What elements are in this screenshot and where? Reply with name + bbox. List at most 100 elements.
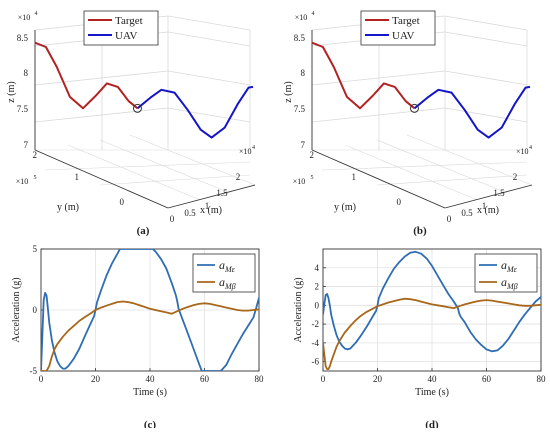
x-axis-label: Time (s)	[415, 387, 449, 398]
x-tick-label: 0	[321, 374, 326, 384]
legend: Target UAV	[360, 10, 436, 46]
z-tick-label: 8	[301, 68, 306, 78]
y-axis-edge	[34, 149, 169, 209]
intercept-marker	[132, 103, 142, 113]
x-tick-label: 1.5	[493, 188, 505, 198]
grid-line	[444, 31, 528, 47]
z-axis-label: z (m)	[6, 81, 17, 102]
grid-line	[311, 107, 446, 123]
z-tick-label: 7	[24, 140, 29, 150]
x-tick-label: 1.5	[216, 188, 228, 198]
x-tick-label: 0.5	[184, 208, 196, 218]
grid-line	[167, 15, 251, 31]
x-axis-label: Time (s)	[133, 387, 167, 398]
grid-line	[444, 15, 528, 31]
x-axis-exponent-power: 4	[529, 145, 532, 151]
y-tick-label: 2	[33, 150, 38, 160]
x-tick-label: 1	[205, 201, 210, 211]
panel-label: (c)	[144, 419, 157, 428]
z-axis-exponent: ×10	[295, 13, 308, 22]
legend-entry: aMε	[219, 258, 236, 274]
x-tick-label: 2	[513, 172, 518, 182]
y-tick-label: 0	[33, 305, 38, 315]
grid-line	[34, 107, 169, 123]
z-axis-label: z (m)	[283, 81, 294, 102]
x-tick-label: 2	[236, 172, 241, 182]
grid-line	[376, 139, 508, 194]
z-tick-label: 8	[24, 68, 29, 78]
legend-entry: Target	[115, 15, 143, 27]
x-tick-label: 0	[170, 214, 175, 224]
legend-entry: Target	[392, 15, 420, 27]
z-axis-exponent: ×10	[18, 13, 31, 22]
series-line-target	[34, 41, 139, 110]
y-tick-label: -2	[312, 319, 320, 329]
x-tick-label: 80	[255, 374, 265, 384]
y-axis-label: y (m)	[334, 202, 356, 213]
legend-box	[83, 10, 159, 46]
legend-entry: UAV	[392, 30, 414, 42]
legend-box	[192, 253, 256, 293]
series-line-target	[311, 41, 416, 110]
y-axis-label: Acceleration (g)	[293, 277, 304, 342]
legend-entry: aMε	[501, 258, 518, 274]
y-tick-label: 4	[315, 263, 320, 273]
intercept-marker	[409, 103, 419, 113]
panel-label: (a)	[137, 225, 150, 237]
grid-line	[67, 144, 201, 201]
grid-line	[167, 31, 251, 47]
series-line-uav	[413, 85, 531, 139]
y-tick-label: 1	[352, 172, 357, 182]
y-axis-exponent-power: 5	[34, 175, 37, 181]
y-tick-label: 0	[397, 197, 402, 207]
grid-line	[376, 174, 528, 186]
y-axis-label: y (m)	[57, 202, 79, 213]
legend-entry: aMβ	[501, 275, 518, 291]
x-tick-label: 60	[200, 374, 210, 384]
y-tick-label: -6	[312, 357, 320, 367]
grid-line	[167, 70, 251, 86]
series-line-a-1	[41, 300, 259, 371]
x-tick-label: 0	[447, 214, 452, 224]
x-axis-label: x (m)	[200, 205, 222, 216]
y-tick-label: 2	[315, 282, 320, 292]
x-tick-label: 20	[91, 374, 101, 384]
x-axis-exponent: ×10	[239, 147, 252, 156]
legend-entry: UAV	[115, 30, 137, 42]
series-line-a-1	[323, 297, 541, 370]
z-tick-label: 7.5	[17, 104, 29, 114]
legend-entry: aMβ	[219, 275, 236, 291]
z-tick-label: 8.5	[294, 33, 306, 43]
grid-line	[167, 107, 251, 123]
x-tick-label: 60	[482, 374, 492, 384]
y-tick-label: 1	[75, 172, 80, 182]
grid-line	[444, 70, 528, 86]
y-axis-exponent: ×10	[293, 177, 306, 186]
y-axis-edge	[311, 149, 446, 209]
y-axis-exponent-power: 5	[311, 175, 314, 181]
legend-box	[360, 10, 436, 46]
x-tick-label: 20	[373, 374, 383, 384]
panel-label: (b)	[413, 225, 427, 237]
series-line-a-0	[323, 250, 541, 353]
x-axis-label: x (m)	[477, 205, 499, 216]
legend: Target UAV	[83, 10, 159, 46]
y-tick-label: 0	[120, 197, 125, 207]
x-tick-label: 1	[482, 201, 487, 211]
grid-line	[344, 144, 478, 201]
y-tick-label: 2	[310, 150, 315, 160]
grid-line	[99, 174, 251, 186]
x-tick-label: 40	[428, 374, 438, 384]
panel-label: (d)	[425, 419, 439, 428]
y-tick-label: 5	[33, 244, 38, 254]
grid-line	[311, 70, 446, 86]
x-axis-exponent-power: 4	[252, 145, 255, 151]
grid-line	[444, 107, 528, 123]
x-axis-edge	[444, 184, 533, 209]
series-line-uav	[136, 85, 254, 139]
grid-line	[44, 161, 251, 171]
